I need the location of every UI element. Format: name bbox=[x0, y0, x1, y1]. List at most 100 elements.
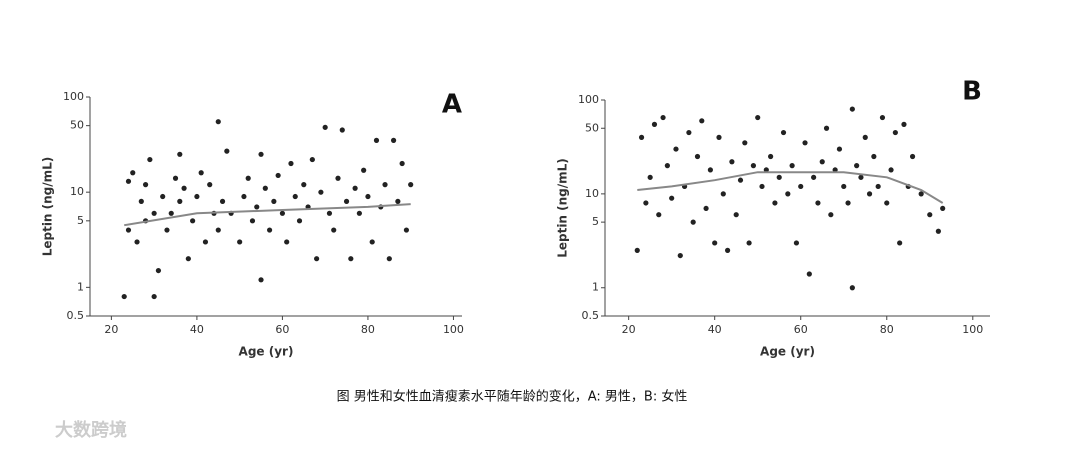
point bbox=[121, 293, 127, 300]
point bbox=[828, 212, 834, 218]
point bbox=[177, 151, 183, 157]
x-tick-label: 20 bbox=[622, 323, 636, 336]
y-tick-label: 10 bbox=[70, 185, 84, 198]
point bbox=[845, 200, 851, 206]
point bbox=[909, 153, 916, 160]
point bbox=[390, 137, 397, 143]
point bbox=[125, 178, 132, 184]
point bbox=[142, 182, 149, 188]
y-axis-label: Leptin (ng/mL) bbox=[556, 158, 570, 258]
point bbox=[399, 160, 405, 167]
point bbox=[309, 156, 315, 163]
point bbox=[737, 177, 744, 183]
point bbox=[134, 239, 140, 245]
point bbox=[258, 277, 264, 283]
x-axis-label: Age (yr) bbox=[760, 345, 815, 359]
point bbox=[177, 198, 183, 204]
point bbox=[694, 153, 701, 160]
point bbox=[172, 175, 179, 181]
y-tick-label: 5 bbox=[592, 215, 599, 228]
point bbox=[202, 239, 209, 245]
point bbox=[245, 175, 251, 181]
point bbox=[130, 170, 136, 176]
point bbox=[634, 247, 640, 253]
point bbox=[875, 183, 881, 190]
x-tick-label: 100 bbox=[443, 323, 464, 336]
point bbox=[271, 198, 277, 204]
point bbox=[207, 182, 213, 188]
y-tick-label: 50 bbox=[585, 121, 599, 134]
point bbox=[155, 267, 162, 274]
point bbox=[712, 240, 718, 246]
point bbox=[266, 227, 273, 233]
point bbox=[262, 185, 268, 191]
point bbox=[279, 210, 286, 216]
point bbox=[690, 219, 696, 225]
point bbox=[884, 200, 890, 206]
point bbox=[339, 127, 345, 133]
y-tick-label: 0.5 bbox=[67, 309, 85, 322]
point bbox=[789, 163, 795, 169]
point bbox=[733, 212, 739, 218]
point bbox=[879, 114, 886, 121]
fit-curve bbox=[637, 171, 944, 204]
point bbox=[331, 227, 337, 233]
point bbox=[647, 174, 653, 180]
point bbox=[849, 106, 855, 112]
point bbox=[254, 204, 260, 210]
point bbox=[927, 212, 933, 218]
point bbox=[703, 205, 709, 212]
x-tick-label: 60 bbox=[275, 323, 289, 336]
point bbox=[190, 218, 196, 224]
x-tick-label: 60 bbox=[794, 323, 808, 336]
x-tick-label: 40 bbox=[708, 323, 722, 336]
point bbox=[819, 159, 825, 165]
point bbox=[806, 271, 812, 277]
point bbox=[849, 285, 855, 291]
point bbox=[660, 114, 666, 121]
point bbox=[798, 183, 804, 190]
point bbox=[716, 134, 722, 140]
point bbox=[314, 256, 320, 262]
point bbox=[836, 146, 843, 152]
fit-curve bbox=[124, 203, 411, 227]
point bbox=[335, 175, 341, 181]
point bbox=[643, 200, 649, 206]
point bbox=[707, 167, 713, 173]
point bbox=[219, 198, 226, 204]
point bbox=[160, 193, 166, 200]
point bbox=[198, 170, 204, 176]
point bbox=[237, 239, 243, 245]
point bbox=[326, 210, 333, 216]
point bbox=[656, 212, 662, 218]
point bbox=[395, 198, 401, 204]
point bbox=[720, 191, 726, 197]
point bbox=[772, 200, 778, 206]
point bbox=[686, 129, 692, 136]
point bbox=[776, 174, 782, 180]
point bbox=[361, 167, 367, 173]
point bbox=[275, 172, 281, 179]
point bbox=[935, 228, 941, 234]
point bbox=[348, 256, 354, 262]
point bbox=[768, 153, 774, 160]
x-tick-label: 80 bbox=[361, 323, 375, 336]
point bbox=[258, 151, 264, 157]
point bbox=[215, 227, 221, 233]
point bbox=[871, 153, 877, 160]
point bbox=[755, 114, 761, 121]
point bbox=[151, 293, 157, 300]
point bbox=[811, 174, 817, 180]
point bbox=[284, 239, 290, 245]
point bbox=[292, 193, 298, 200]
point bbox=[296, 218, 303, 224]
point bbox=[343, 198, 350, 204]
x-axis-label: Age (yr) bbox=[239, 345, 294, 359]
point bbox=[138, 198, 144, 204]
point bbox=[386, 256, 392, 262]
y-tick-label: 10 bbox=[585, 187, 599, 200]
point bbox=[318, 189, 324, 195]
point bbox=[382, 182, 388, 188]
point bbox=[724, 247, 731, 253]
